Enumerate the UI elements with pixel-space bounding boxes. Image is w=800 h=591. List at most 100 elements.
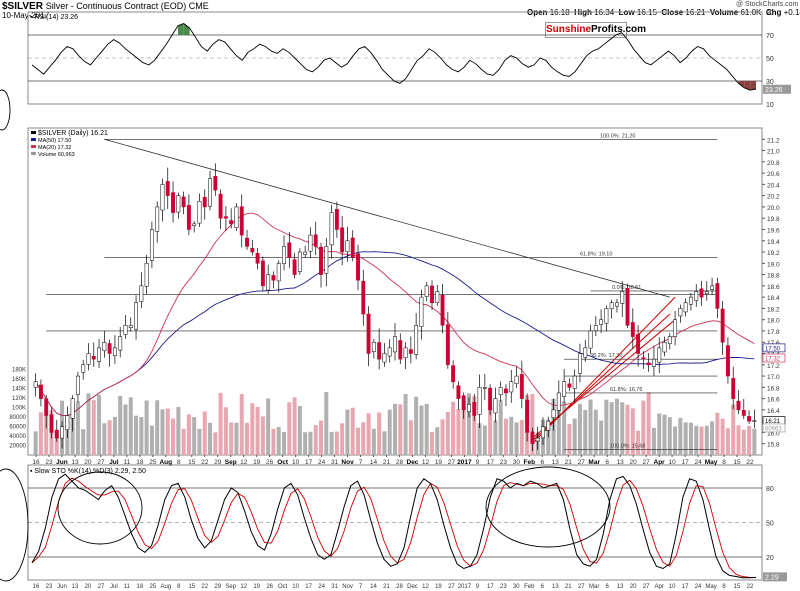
x-label-stoch: 2017 bbox=[458, 584, 472, 590]
volume-bar bbox=[493, 420, 498, 455]
x-label-stoch: Feb bbox=[524, 584, 535, 590]
volume-bar bbox=[239, 394, 244, 455]
candle bbox=[689, 296, 693, 305]
volume-bar bbox=[715, 412, 720, 455]
candle bbox=[482, 387, 487, 389]
volume-bar bbox=[657, 413, 662, 455]
x-label-price: 17 bbox=[487, 459, 495, 466]
candle bbox=[525, 399, 530, 433]
volume-bar bbox=[662, 414, 667, 455]
candle bbox=[202, 196, 207, 208]
price-tick-label: 18.0 bbox=[767, 318, 780, 325]
price-badge-label: 16.21 bbox=[765, 419, 781, 425]
volume-bar bbox=[482, 425, 487, 455]
annotation-ellipse-3 bbox=[0, 468, 29, 582]
uptrend-line-2 bbox=[532, 313, 671, 442]
candle bbox=[134, 302, 138, 330]
candle bbox=[477, 387, 482, 415]
x-label-stoch: Apr bbox=[654, 584, 663, 590]
brand-part1: Sunshine bbox=[546, 24, 592, 35]
volume-bar bbox=[562, 401, 567, 455]
x-label-price: 18 bbox=[136, 459, 144, 466]
candle bbox=[488, 387, 493, 411]
candle bbox=[509, 381, 514, 393]
volume-bar bbox=[646, 392, 651, 455]
candle bbox=[33, 381, 38, 388]
stoch-legend: ▪ Slow STO %K(14),%D(3) 2.29, 2.50 bbox=[30, 468, 146, 475]
volume-bar bbox=[424, 403, 429, 455]
x-label-price: Oct bbox=[277, 459, 289, 466]
candle bbox=[271, 275, 276, 281]
x-label-stoch: May bbox=[705, 584, 716, 590]
stoch-d-line bbox=[31, 477, 757, 579]
volume-bar bbox=[118, 395, 123, 455]
volume-bar bbox=[741, 429, 746, 455]
volume-bar bbox=[112, 416, 117, 455]
price-tick-label: 17.0 bbox=[767, 374, 780, 381]
volume-bar bbox=[572, 418, 577, 455]
price-tick-label: 20.8 bbox=[767, 160, 780, 167]
price-tick-label: 20.0 bbox=[767, 205, 780, 212]
x-label-price: 13 bbox=[71, 459, 79, 466]
volume-bar bbox=[192, 417, 197, 455]
candle bbox=[403, 347, 408, 359]
candle bbox=[361, 280, 366, 315]
annotation-ellipse-4 bbox=[0, 89, 11, 131]
x-label-stoch: 8 bbox=[177, 584, 181, 590]
candle bbox=[139, 285, 144, 302]
candle bbox=[741, 410, 746, 416]
candle bbox=[102, 341, 107, 352]
x-label-price: 13 bbox=[552, 459, 560, 466]
x-label-price: 28 bbox=[396, 459, 404, 466]
candle bbox=[393, 336, 397, 353]
candle bbox=[715, 283, 720, 309]
x-label-price: 27 bbox=[578, 459, 586, 466]
x-label-stoch: 10 bbox=[669, 584, 676, 590]
volume-bar bbox=[382, 431, 387, 455]
x-label-price: 10 bbox=[668, 459, 676, 466]
volume-bar bbox=[461, 401, 466, 455]
candle bbox=[313, 234, 318, 247]
x-label-price: 30 bbox=[513, 459, 521, 466]
x-label-stoch: 24 bbox=[318, 584, 325, 590]
price-tick-label: 16.4 bbox=[767, 408, 780, 415]
x-label-price: 24 bbox=[694, 459, 702, 466]
volume-bar bbox=[498, 400, 503, 455]
x-label-price: 11 bbox=[123, 459, 130, 466]
annotation-ellipse-1 bbox=[57, 471, 143, 545]
volume-bar bbox=[731, 404, 736, 455]
volume-bar bbox=[747, 425, 752, 455]
x-label-price: 31 bbox=[331, 459, 339, 466]
candle bbox=[155, 206, 160, 232]
brand-logo: SunshineProfits.com bbox=[545, 22, 646, 38]
volume-bar bbox=[271, 428, 276, 455]
legend-swatch bbox=[31, 145, 36, 148]
candle bbox=[662, 341, 667, 353]
candle bbox=[461, 395, 466, 411]
candle bbox=[75, 375, 80, 395]
volume-bar bbox=[38, 412, 43, 455]
rsi-last-badge bbox=[763, 84, 791, 94]
x-label-stoch: 15 bbox=[734, 584, 741, 590]
volume-bar bbox=[398, 404, 403, 455]
x-label-stoch: 21 bbox=[383, 584, 390, 590]
candle bbox=[567, 383, 572, 388]
volume-bar bbox=[260, 416, 265, 455]
rsi-tick-label: 70 bbox=[766, 33, 774, 40]
x-label-price: 15 bbox=[188, 459, 196, 466]
x-label-stoch: 27 bbox=[98, 584, 105, 590]
candle bbox=[128, 325, 133, 328]
volume-tick-label: 60000 bbox=[9, 425, 26, 431]
volume-bar bbox=[588, 399, 593, 455]
candle bbox=[350, 237, 355, 258]
price-tick-label: 18.6 bbox=[767, 284, 780, 291]
candle bbox=[731, 378, 736, 399]
x-label-price: 7 bbox=[359, 459, 363, 466]
x-label-price: 6 bbox=[605, 459, 609, 466]
volume-bar bbox=[371, 428, 376, 455]
volume-bar bbox=[345, 409, 350, 455]
rsi-tick-label: 30 bbox=[766, 79, 774, 86]
x-label-price: 27 bbox=[643, 459, 651, 466]
volume-bar bbox=[297, 405, 302, 455]
volume-tick-label: 20000 bbox=[9, 444, 26, 450]
